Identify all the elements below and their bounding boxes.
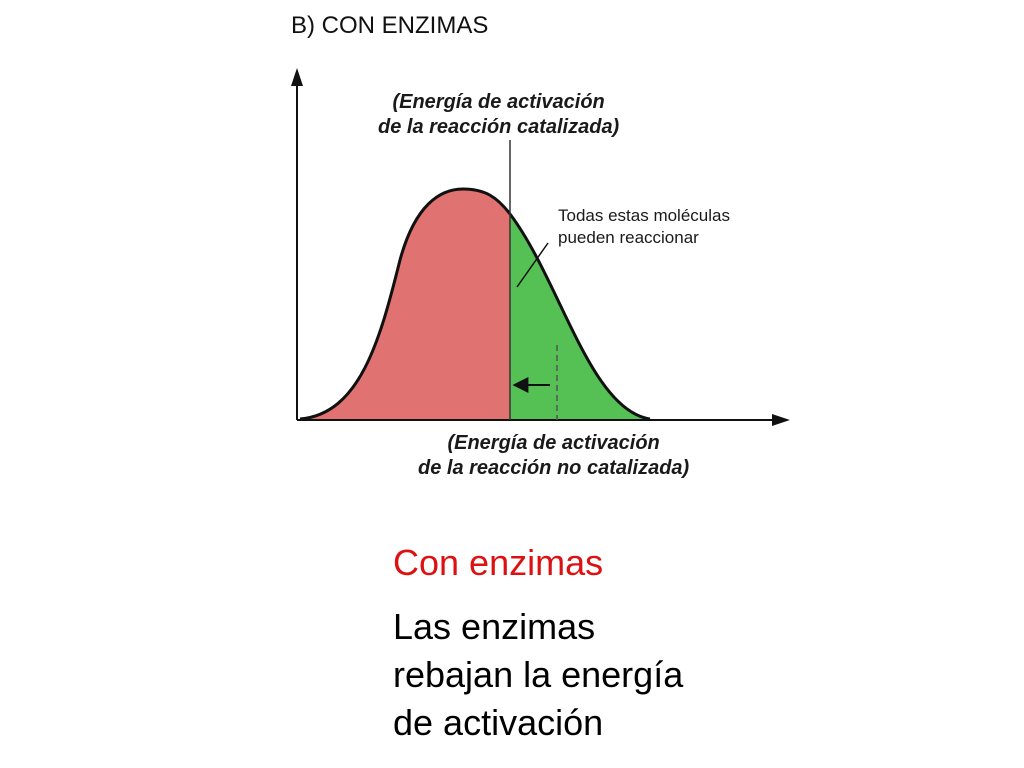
- can-react-label: Todas estas moléculas pueden reaccionar: [558, 205, 730, 249]
- caption-heading: Con enzimas: [393, 542, 604, 583]
- x-axis-arrowhead: [772, 414, 790, 426]
- energy-distribution-diagram: B) CON ENZIMAS (Energía de activación de…: [291, 12, 790, 481]
- uncatalyzed-label-line-1: (Energía de activación: [447, 432, 660, 454]
- catalyzed-label-line-2: de la reacción catalizada): [378, 116, 620, 138]
- caption-line: rebajan la energía: [393, 654, 684, 695]
- can-react-line-2: pueden reaccionar: [558, 228, 699, 247]
- below-threshold-region: [300, 189, 510, 419]
- caption-body: Las enzimas rebajan la energía de activa…: [393, 603, 683, 747]
- diagram-canvas: [291, 68, 790, 426]
- uncatalyzed-label-line-2: de la reacción no catalizada): [418, 457, 690, 479]
- catalyzed-activation-label: (Energía de activación de la reacción ca…: [378, 90, 619, 140]
- y-axis-arrowhead: [291, 68, 303, 86]
- can-react-leader-line: [516, 242, 549, 288]
- distribution-curve: [299, 187, 651, 421]
- caption-line: de activación: [393, 702, 604, 743]
- uncatalyzed-activation-label: (Energía de activación de la reacción no…: [418, 431, 689, 481]
- catalyzed-label-line-1: (Energía de activación: [392, 91, 605, 113]
- panel-title: B) CON ENZIMAS: [291, 12, 489, 39]
- above-threshold-region: [510, 214, 650, 419]
- can-react-line-1: Todas estas moléculas: [558, 206, 730, 225]
- caption-line: Las enzimas: [393, 606, 596, 647]
